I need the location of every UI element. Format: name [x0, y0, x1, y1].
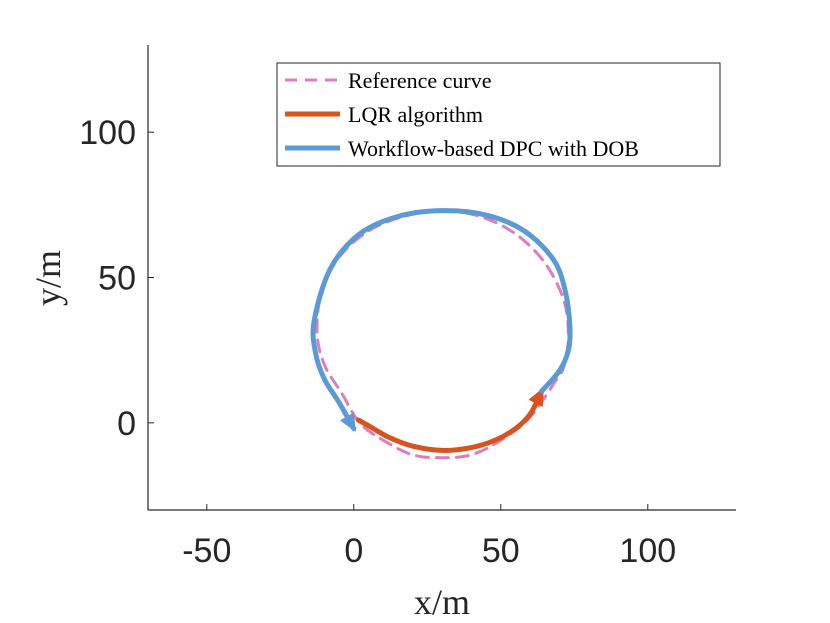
- x-tick-label: 50: [482, 532, 520, 570]
- series-layer: [310, 208, 573, 460]
- series-lqr-algorithm: [355, 388, 545, 453]
- legend-label-lqr: LQR algorithm: [348, 102, 483, 127]
- legend-label-dpc: Workflow-based DPC with DOB: [348, 136, 639, 161]
- series-dpc-with-dob: [310, 208, 573, 432]
- x-tick-label: 0: [344, 532, 363, 570]
- ticks: -50 0 50 100 0 50 100: [79, 114, 676, 570]
- x-axis-label: x/m: [414, 582, 470, 622]
- legend-box: [276, 62, 721, 167]
- y-axis-label: y/m: [28, 250, 68, 306]
- legend-label-reference: Reference curve: [348, 68, 492, 93]
- x-tick-label: 100: [619, 532, 676, 570]
- y-tick-label: 50: [98, 260, 136, 298]
- y-tick-label: 0: [117, 405, 136, 443]
- x-tick-label: -50: [182, 532, 231, 570]
- y-tick-label: 100: [79, 114, 136, 152]
- series-dpc-with-dob-arrowhead: [339, 412, 356, 433]
- legend: Reference curve LQR algorithm Workflow-b…: [276, 62, 721, 167]
